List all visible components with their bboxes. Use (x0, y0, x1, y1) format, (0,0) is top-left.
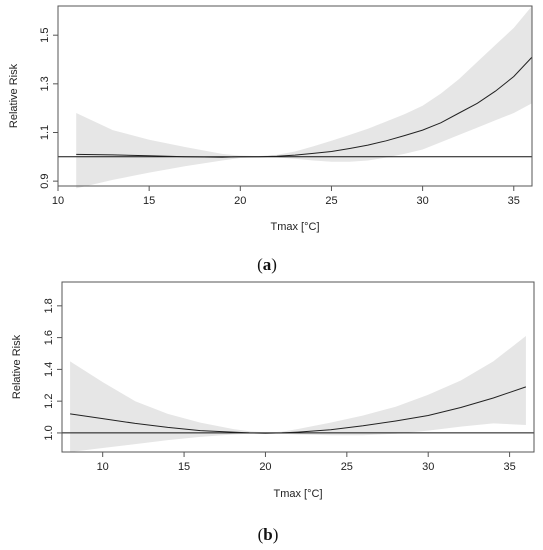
y-axis-title: Relative Risk (11, 334, 23, 399)
x-axis-title: Tmax [°C] (270, 221, 319, 233)
y-tick-label: 1.3 (39, 76, 51, 91)
plot-frame (57, 5, 533, 187)
panel-letter: a (263, 255, 272, 274)
y-tick-label: 1.8 (43, 298, 55, 313)
panel-label: (b) (258, 525, 279, 544)
x-tick-label: 35 (508, 195, 520, 207)
x-axis-ticks: 10 15 20 25 30 35 (52, 186, 520, 207)
y-tick-label: 0.9 (39, 173, 51, 188)
x-tick-label: 25 (341, 461, 353, 473)
x-axis-ticks: 10 15 20 25 30 35 (97, 452, 516, 473)
x-tick-label: 15 (178, 461, 190, 473)
y-tick-label: 1.5 (39, 28, 51, 43)
y-tick-label: 1.6 (43, 330, 55, 345)
panel-b: 10 15 20 25 30 35 1.0 1.2 1.4 1.6 1.8 Tmax [°C] R… (11, 281, 535, 544)
panel-letter: b (263, 525, 272, 544)
confidence-band (76, 6, 532, 189)
x-tick-label: 30 (416, 195, 428, 207)
plot-frame (61, 281, 535, 453)
y-tick-label: 1.2 (43, 394, 55, 409)
x-tick-label: 25 (325, 195, 337, 207)
y-axis-title: Relative Risk (8, 63, 20, 128)
x-tick-label: 30 (422, 461, 434, 473)
y-axis-ticks: 1.0 1.2 1.4 1.6 1.8 (43, 298, 62, 441)
y-axis-ticks: 0.9 1.1 1.3 1.5 (39, 28, 58, 189)
y-tick-label: 1.4 (43, 362, 55, 377)
x-tick-label: 35 (503, 461, 515, 473)
x-tick-label: 15 (143, 195, 155, 207)
confidence-band (70, 336, 526, 452)
y-tick-label: 1.1 (39, 125, 51, 140)
panel-label: (a) (257, 255, 277, 274)
y-tick-label: 1.0 (43, 425, 55, 440)
x-tick-label: 10 (52, 195, 64, 207)
relative-risk-curve (76, 56, 533, 158)
x-axis-title: Tmax [°C] (273, 488, 322, 500)
x-tick-label: 20 (234, 195, 246, 207)
relative-risk-curve (70, 386, 527, 434)
panel-a: 10 15 20 25 30 35 0.9 1.1 1.3 1.5 Tmax [°C] Rela… (8, 5, 533, 274)
x-tick-label: 20 (259, 461, 271, 473)
x-tick-label: 10 (97, 461, 109, 473)
